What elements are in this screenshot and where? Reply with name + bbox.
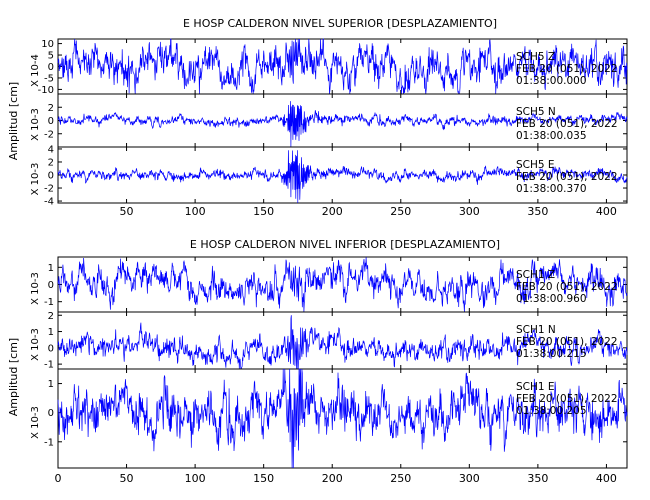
station-label: SCH5 N — [516, 106, 556, 118]
waveform-sch5-e — [57, 150, 628, 204]
waveform-sch1-n — [57, 315, 628, 370]
time-label: 01:38:00.035 — [516, 130, 587, 142]
y-scale-label: X 10-3 — [30, 406, 41, 439]
time-label: 01:38:00.205 — [516, 405, 587, 417]
station-label: SCH1 N — [516, 324, 556, 336]
y-axis-label: Amplitud [cm] — [7, 338, 20, 416]
y-tick-label: -5 — [44, 73, 54, 84]
y-tick-label: -10 — [38, 85, 54, 96]
y-tick-label: 1 — [48, 379, 54, 390]
y-tick-label: 0 — [48, 408, 54, 419]
y-axis-label: Amplitud [cm] — [7, 82, 20, 160]
y-tick-label: -1 — [44, 297, 54, 308]
waveform-sch5-z — [57, 38, 628, 95]
y-tick-label: 2 — [48, 311, 54, 322]
y-scale-label: X 10-3 — [30, 328, 41, 361]
time-label: 01:38:00.960 — [516, 293, 587, 305]
y-tick-label: 1 — [48, 327, 54, 338]
date-label: FEB 20 (051), 2022 — [516, 336, 618, 348]
y-tick-label: 0 — [48, 343, 54, 354]
y-tick-label: 2 — [48, 103, 54, 114]
station-label: SCH1 Z — [516, 269, 555, 281]
chart-title: E HOSP CALDERON NIVEL SUPERIOR [DESPLAZA… — [183, 17, 497, 30]
waveform-sch1-z — [57, 257, 628, 313]
y-tick-label: -2 — [44, 184, 54, 195]
waveform-sch1-e — [57, 368, 628, 469]
y-tick-label: 5 — [48, 51, 54, 62]
chart-title: E HOSP CALDERON NIVEL INFERIOR [DESPLAZA… — [190, 238, 500, 251]
y-tick-label: -1 — [44, 360, 54, 371]
y-tick-label: 2 — [48, 157, 54, 168]
x-tick-label: 50 — [120, 472, 134, 485]
x-tick-label: 50 — [120, 205, 134, 218]
waveform-sch5-n — [57, 101, 628, 147]
x-tick-label: 200 — [322, 472, 343, 485]
x-tick-label: 400 — [596, 472, 617, 485]
x-tick-label: 200 — [322, 205, 343, 218]
panel-frame — [57, 368, 628, 469]
y-scale-label: X 10-3 — [30, 272, 41, 305]
date-label: FEB 20 (051), 2022 — [516, 171, 618, 183]
y-scale-label: X 10-4 — [30, 54, 41, 87]
station-label: SCH5 Z — [516, 51, 555, 63]
time-label: 01:38:00.000 — [516, 75, 587, 87]
date-label: FEB 20 (051), 2022 — [516, 63, 618, 75]
x-tick-label: 150 — [253, 472, 274, 485]
date-label: FEB 20 (051), 2022 — [516, 281, 618, 293]
y-tick-label: 0 — [48, 280, 54, 291]
date-label: FEB 20 (051), 2022 — [516, 118, 618, 130]
y-tick-label: 10 — [41, 39, 54, 50]
x-tick-label: 250 — [390, 205, 411, 218]
x-tick-label: 300 — [459, 205, 480, 218]
station-label: SCH5 E — [516, 159, 555, 171]
x-tick-label: 400 — [596, 205, 617, 218]
y-scale-label: X 10-3 — [30, 108, 41, 141]
y-tick-label: 1 — [48, 263, 54, 274]
x-tick-label: 250 — [390, 472, 411, 485]
y-tick-label: -4 — [44, 197, 54, 208]
x-tick-label: 150 — [253, 205, 274, 218]
y-tick-label: -2 — [44, 129, 54, 140]
y-tick-label: 0 — [48, 116, 54, 127]
y-scale-label: X 10-3 — [30, 163, 41, 196]
y-tick-label: 4 — [48, 144, 54, 155]
x-tick-label: 350 — [527, 205, 548, 218]
date-label: FEB 20 (051), 2022 — [516, 393, 618, 405]
time-label: 01:38:00.215 — [516, 348, 587, 360]
y-tick-label: 0 — [48, 171, 54, 182]
y-tick-label: 0 — [48, 62, 54, 73]
x-tick-label: 0 — [55, 472, 62, 485]
y-tick-label: -1 — [44, 437, 54, 448]
station-label: SCH1 E — [516, 381, 555, 393]
time-label: 01:38:00.370 — [516, 183, 587, 195]
x-tick-label: 100 — [185, 472, 206, 485]
x-tick-label: 100 — [185, 205, 206, 218]
x-tick-label: 300 — [459, 472, 480, 485]
x-tick-label: 350 — [527, 472, 548, 485]
